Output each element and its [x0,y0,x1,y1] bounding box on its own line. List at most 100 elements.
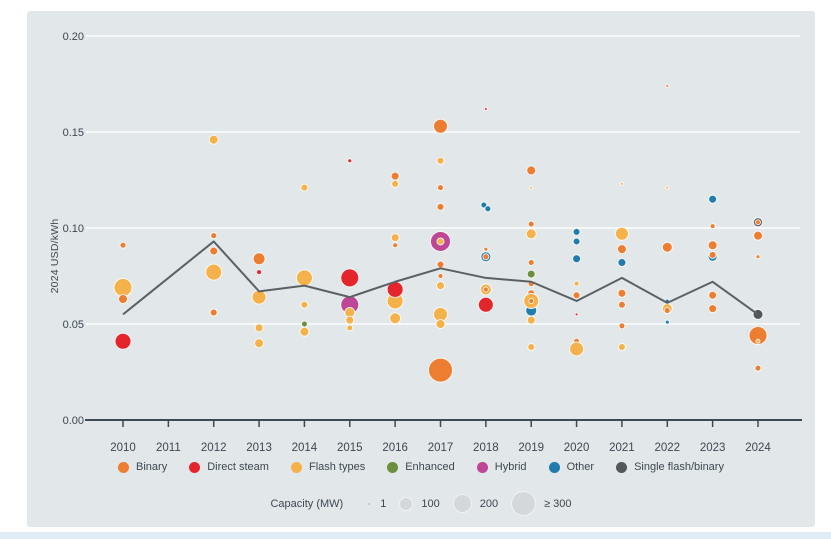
legend-label-flash: Flash types [308,461,366,473]
bubble-binary [252,252,266,266]
bubble-binary [118,294,128,305]
x-tick-label: 2020 [564,442,590,454]
legend-label-hybrid: Hybrid [494,461,527,473]
bubble-binary [754,364,762,372]
legend-label-enhanced: Enhanced [405,461,455,473]
legend-label-direct: Direct steam [207,461,269,473]
bubble-binary [616,244,627,255]
bubble-binary [390,171,400,181]
bubble-other [708,194,718,204]
bubble-binary [527,220,535,228]
bubble-binary [707,240,718,251]
x-tick-label: 2010 [110,442,136,454]
y-axis-title: 2024 USD/kWh [49,218,61,294]
bubble-binary [482,286,489,293]
y-tick-label: 0.10 [63,223,84,235]
bubble-other [617,258,627,268]
bubble-flash [113,278,133,298]
bubble-binary [210,232,218,240]
capacity-item-1: 100 [399,496,440,511]
capacity-bubble-1 [399,496,414,511]
bubble-flash [525,228,537,240]
bubble-flash [617,343,626,352]
x-tick-label: 2019 [518,442,544,454]
capacity-legend-label: Capacity (MW) [270,497,344,510]
bubble-flash [391,179,400,188]
x-tick-label: 2012 [201,442,227,454]
bubble-flash [665,185,670,190]
bubble-flash [205,263,223,281]
capacity-item-3: ≥ 300 [511,491,572,516]
legend-item-binary: Binary [118,461,167,473]
bubble-binary [209,308,218,317]
bubble-binary [437,273,444,279]
bubble-flash [345,315,355,325]
bubble-flash [346,324,354,332]
capacity-item-2: 200 [452,494,499,513]
legend-item-flash: Flash types [290,461,366,473]
bubble-flash [529,185,534,190]
bubble-binary [427,357,453,383]
legend-label-other: Other [566,461,595,473]
legend-dot-hybrid [476,461,488,473]
legend-dot-other [548,461,560,473]
bubble-flash [619,181,624,186]
bubble-binary [618,322,626,330]
x-tick-label: 2016 [382,442,408,454]
x-tick-label: 2024 [745,442,771,454]
bubble-binary [708,290,718,300]
bubble-binary [209,246,219,256]
bubble-binary [748,326,768,346]
capacity-label-3: ≥ 300 [544,497,572,510]
bubble-binary [663,307,671,315]
bubble-flash [573,280,580,287]
chart-panel [27,11,815,527]
y-tick-label: 0.00 [63,415,84,427]
bubble-flash [295,269,313,287]
bubble-flash [435,319,446,329]
bubble-enhanced [526,269,536,279]
bubble-other [484,205,492,213]
bubble-binary [617,288,627,298]
capacity-item-0: 1 [366,498,386,510]
bubble-binary [482,253,490,261]
bubble-flash [208,134,219,145]
y-tick-label: 0.05 [63,319,84,331]
bubble-binary [526,165,537,176]
legend-dot-single [616,461,628,473]
bubble-binary [709,223,716,230]
bubble-binary [754,219,761,226]
bubble-flash [389,312,402,325]
bubble-flash [254,323,264,333]
bubble-other [572,254,582,264]
capacity-label-2: 200 [479,497,499,510]
legend-dot-enhanced [387,461,399,473]
bubble-flash [569,341,585,357]
bubble-direct [347,158,353,164]
bubble-direct [256,269,263,276]
bubble-binary [617,300,626,309]
bubble-other [572,237,581,246]
capacity-legend: Capacity (MW) 1 100 200 ≥ 300 [27,491,815,516]
x-tick-label: 2014 [292,442,318,454]
bubble-flash [299,326,310,337]
legend-label-binary: Binary [136,461,168,473]
bubble-direct [477,296,494,313]
bubble-other [664,319,670,325]
page-bottom-strip [0,532,831,539]
bubble-binary [119,241,127,249]
bubble-binary [665,83,670,88]
bubble-direct [340,268,360,288]
bubble-binary [661,241,673,253]
x-tick-label: 2023 [700,442,726,454]
capacity-label-0: 1 [380,497,387,510]
bubble-other [572,227,581,236]
bubble-direct [574,312,579,317]
capacity-bubble-0 [366,500,373,507]
bubble-flash [755,338,761,344]
bubble-binary [708,250,717,259]
bubble-binary [528,297,535,304]
bubble-binary [572,291,581,300]
